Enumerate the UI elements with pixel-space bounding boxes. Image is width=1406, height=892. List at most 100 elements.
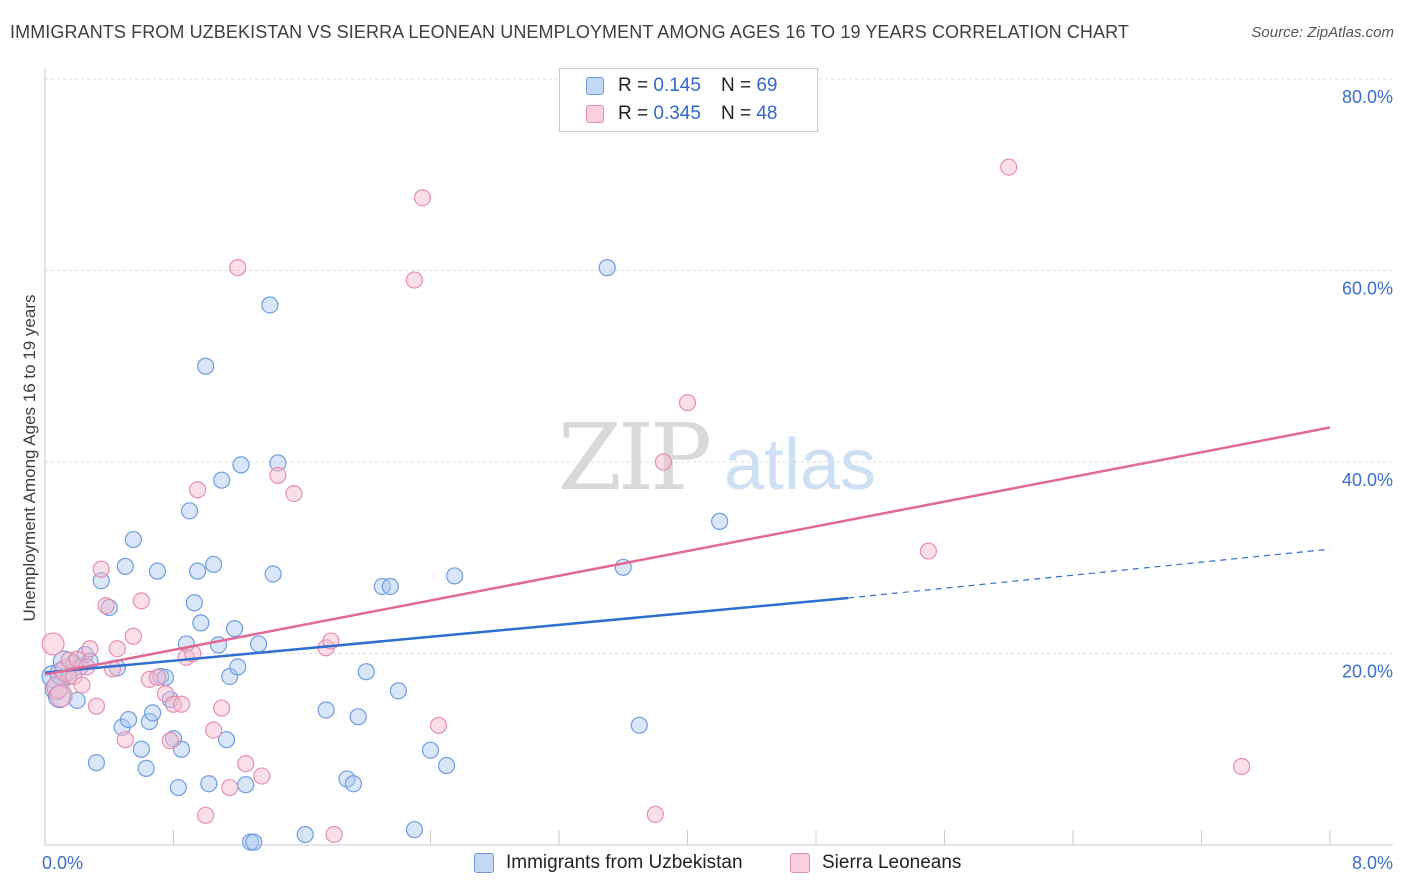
y-tick-label: 80.0%: [1342, 87, 1393, 107]
series-sierra-leonean-points: [41, 158, 1251, 844]
uzbekistan-point: [119, 710, 138, 729]
sierra-leonean-point: [429, 716, 448, 734]
sierra-leonean-point: [188, 481, 207, 499]
source-attribution: Source: ZipAtlas.com: [1251, 24, 1394, 41]
watermark-zip: ZIP: [558, 404, 709, 511]
watermark: ZIP atlas: [558, 404, 876, 511]
legend-swatch-pink: [790, 853, 810, 873]
sierra-leonean-point: [172, 695, 191, 713]
uzbekistan-point: [124, 530, 142, 549]
sierra-leonean-point: [413, 189, 432, 207]
sierra-leonean-point: [161, 732, 179, 750]
sierra-leonean-point: [87, 697, 106, 715]
legend-swatch-pink: [586, 105, 604, 123]
y-tick-label: 60.0%: [1342, 279, 1393, 299]
legend-swatch-blue: [474, 853, 494, 873]
uzbekistan-point: [225, 620, 244, 638]
legend-r-value-pink: 0.345: [653, 103, 701, 124]
series-uzbekistan-points: [41, 259, 729, 851]
uzbekistan-point: [630, 716, 648, 734]
series-legend: Immigrants from Uzbekistan Sierra Leonea…: [0, 852, 1406, 878]
sierra-leonean-point: [97, 597, 115, 615]
y-tick-label: 40.0%: [1342, 470, 1393, 490]
legend-r-label: R =: [618, 103, 649, 124]
sierra-leonean-point: [197, 806, 215, 824]
sierra-leonean-point: [49, 684, 73, 708]
sierra-leonean-point: [148, 668, 167, 687]
uzbekistan-point: [381, 577, 399, 596]
legend-n-value-pink: 48: [756, 103, 778, 124]
uzbekistan-point: [116, 557, 134, 575]
legend-r-value-blue: 0.145: [653, 75, 701, 96]
trend-lines: [44, 426, 1331, 676]
grid-lines: [45, 78, 1393, 654]
uzbekistan-point: [192, 614, 210, 632]
sierra-leonean-point: [325, 825, 343, 844]
uzbekistan-point: [264, 565, 282, 583]
sierra-leonean-point: [73, 676, 91, 694]
y-tick-label: 20.0%: [1342, 662, 1393, 682]
uzbekistan-point: [344, 775, 362, 793]
watermark-atlas: atlas: [724, 425, 876, 505]
sierra-leonean-point: [253, 767, 271, 785]
sierra-leonean-point: [205, 721, 223, 739]
x-tick-label-max: 8.0%: [1352, 853, 1393, 873]
legend-swatch-blue: [586, 77, 604, 95]
source-name: ZipAtlas.com: [1307, 24, 1394, 41]
legend-row-uzbekistan: R = 0.145 N = 69: [586, 73, 777, 99]
sierra-leonean-point: [124, 627, 142, 645]
sierra-leonean-point: [405, 271, 424, 289]
sierra-leonean-point: [92, 560, 110, 578]
uzbekistan-point: [205, 555, 223, 574]
sierra-leonean-point: [213, 699, 231, 717]
trend-line-uzbekistan-extension: [848, 548, 1331, 599]
sierra-leonean-point: [1000, 158, 1018, 176]
legend-item-uzbekistan: Immigrants from Uzbekistan: [474, 852, 743, 874]
legend-n-value-blue: 69: [756, 75, 778, 96]
sierra-leonean-point: [116, 731, 134, 749]
source-prefix: Source:: [1251, 24, 1308, 41]
uzbekistan-point: [445, 567, 464, 585]
sierra-leonean-point: [81, 640, 99, 658]
uzbekistan-point: [200, 775, 218, 793]
uzbekistan-point: [245, 833, 263, 851]
uzbekistan-point: [68, 691, 86, 710]
x-tick-label-min: 0.0%: [42, 853, 83, 873]
uzbekistan-point: [148, 562, 167, 580]
uzbekistan-point: [185, 594, 203, 612]
trend-line-sierra-leonean: [44, 426, 1331, 676]
uzbekistan-point: [217, 731, 236, 749]
legend-label-sierra-leonean: Sierra Leoneans: [822, 852, 962, 873]
sierra-leonean-point: [654, 453, 673, 471]
uzbekistan-point: [144, 704, 162, 722]
sierra-leonean-point: [108, 640, 126, 658]
sierra-leonean-point: [132, 592, 150, 610]
sierra-leonean-point: [237, 755, 255, 773]
sierra-leonean-point: [269, 466, 287, 485]
sierra-leonean-point: [285, 484, 303, 503]
uzbekistan-point: [269, 454, 287, 472]
uzbekistan-point: [169, 778, 187, 797]
uzbekistan-point: [232, 456, 250, 474]
sierra-leonean-point: [646, 805, 664, 823]
uzbekistan-point: [389, 682, 407, 700]
uzbekistan-point: [711, 512, 729, 530]
uzbekistan-point: [598, 259, 616, 277]
legend-item-sierra-leonean: Sierra Leoneans: [790, 852, 961, 874]
uzbekistan-point: [188, 562, 207, 580]
sierra-leonean-point: [919, 542, 938, 560]
uzbekistan-point: [357, 663, 375, 681]
uzbekistan-point: [421, 741, 440, 759]
uzbekistan-point: [137, 759, 155, 778]
legend-r-label: R =: [618, 75, 649, 96]
legend-n-label: N =: [720, 75, 752, 96]
sierra-leonean-point: [1233, 757, 1251, 776]
legend-row-sierra-leonean: R = 0.345 N = 48: [586, 101, 777, 127]
uzbekistan-point: [229, 658, 247, 676]
sierra-leonean-point: [221, 778, 239, 797]
tick-labels: 20.0% 40.0% 60.0% 80.0% 0.0% 8.0%: [42, 87, 1393, 873]
sierra-leonean-point: [678, 394, 697, 412]
uzbekistan-point: [132, 740, 150, 758]
uzbekistan-point: [180, 502, 199, 520]
